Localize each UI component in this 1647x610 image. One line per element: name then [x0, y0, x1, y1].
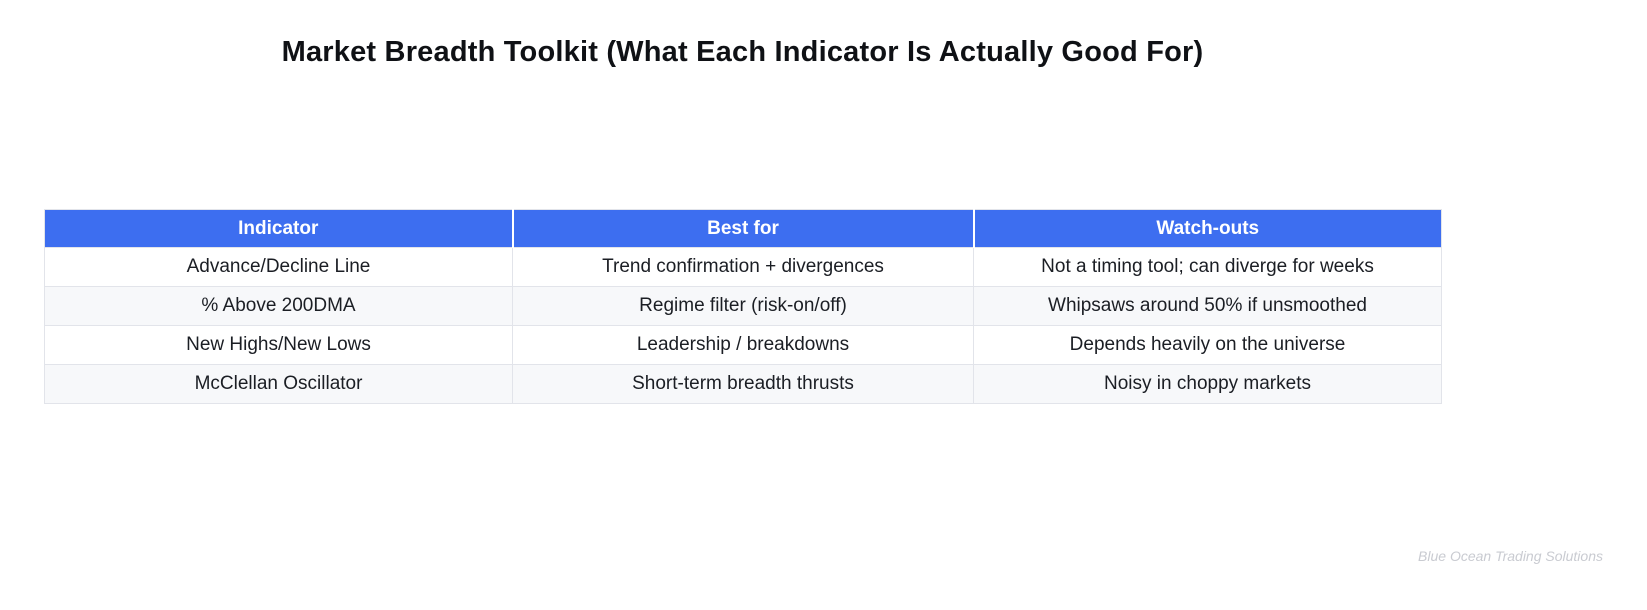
table-header: Indicator Best for Watch-outs	[44, 209, 1442, 248]
table-row: % Above 200DMA Regime filter (risk-on/off…	[44, 286, 1442, 326]
table-header-row: Indicator Best for Watch-outs	[44, 209, 1442, 248]
table-cell: Regime filter (risk-on/off)	[512, 286, 974, 326]
watermark: Blue Ocean Trading Solutions	[1418, 548, 1603, 564]
table-body: Advance/Decline Line Trend confirmation +…	[44, 247, 1442, 404]
table-row: New Highs/New Lows Leadership / breakdown…	[44, 325, 1442, 365]
table-cell: New Highs/New Lows	[44, 325, 513, 365]
table-cell: Whipsaws around 50% if unsmoothed	[973, 286, 1442, 326]
table-cell: Depends heavily on the universe	[973, 325, 1442, 365]
table-cell: McClellan Oscillator	[44, 364, 513, 404]
indicator-table: Indicator Best for Watch-outs Advance/Decl…	[44, 209, 1442, 404]
table-cell: Trend confirmation + divergences	[512, 247, 974, 287]
column-header-best-for: Best for	[511, 209, 974, 248]
table-cell: % Above 200DMA	[44, 286, 513, 326]
table-row: McClellan Oscillator Short-term breadth t…	[44, 364, 1442, 404]
table-row: Advance/Decline Line Trend confirmation +…	[44, 247, 1442, 287]
figure-title: Market Breadth Toolkit (What Each Indica…	[281, 36, 1204, 68]
column-header-watch-outs: Watch-outs	[972, 209, 1442, 248]
column-header-indicator: Indicator	[44, 209, 513, 248]
table-cell: Noisy in choppy markets	[973, 364, 1442, 404]
table-cell: Short-term breadth thrusts	[512, 364, 974, 404]
table-cell: Leadership / breakdowns	[512, 325, 974, 365]
table-cell: Not a timing tool; can diverge for weeks	[973, 247, 1442, 287]
table-cell: Advance/Decline Line	[44, 247, 513, 287]
